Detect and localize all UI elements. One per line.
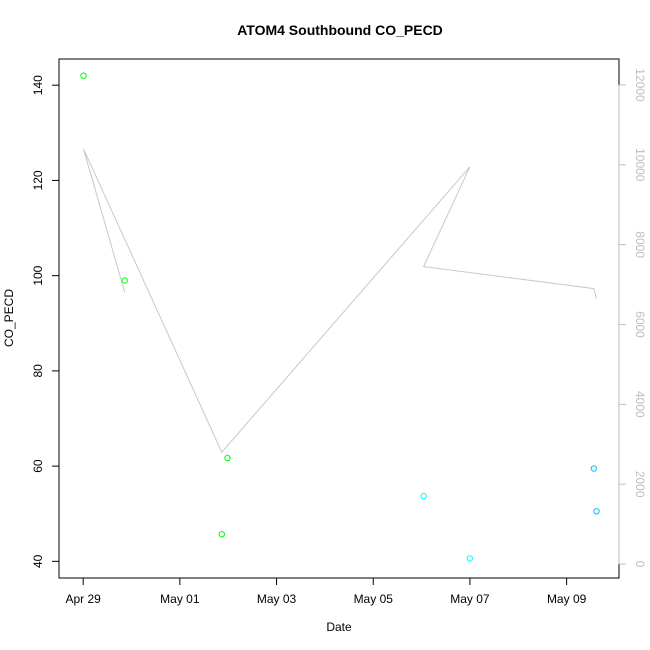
data-point-s0-1 xyxy=(121,277,129,284)
y2-tick-label: 10000 xyxy=(633,148,647,182)
y2-tick-label: 6000 xyxy=(633,311,647,338)
x-tick-label: Apr 29 xyxy=(65,592,101,606)
x-tick-label: May 09 xyxy=(547,592,587,606)
points-layer xyxy=(80,72,600,562)
data-point-s1-0 xyxy=(420,492,427,500)
y-tick-label: 80 xyxy=(31,364,45,378)
x-tick-label: May 03 xyxy=(257,592,297,606)
x-axis: Apr 29 May 01 May 03 May 05 May 07 May 09 xyxy=(65,577,587,606)
plot-frame xyxy=(58,58,620,579)
y2-tick-label: 4000 xyxy=(633,391,647,418)
data-point-s0-0 xyxy=(80,72,87,79)
y-tick-label: 40 xyxy=(31,554,45,568)
data-point-s0-2 xyxy=(218,531,226,538)
y-axis: 40 60 80 100 120 140 xyxy=(31,75,60,568)
x-axis-label: Date xyxy=(326,620,352,634)
x-tick-label: May 05 xyxy=(354,592,394,606)
data-point-s2-0 xyxy=(590,465,597,472)
y2-tick-label: 8000 xyxy=(633,231,647,258)
right-axis-series-line xyxy=(83,148,597,454)
data-point-s2-1 xyxy=(593,508,600,515)
y-tick-label: 60 xyxy=(31,459,45,473)
y-tick-label: 120 xyxy=(31,170,45,190)
x-tick-label: May 01 xyxy=(160,592,200,606)
x-tick-label: May 07 xyxy=(450,592,490,606)
y2-axis: 0 2000 4000 6000 8000 10000 12000 xyxy=(618,68,647,568)
data-point-s0-3 xyxy=(224,454,231,462)
y2-tick-label: 0 xyxy=(633,561,647,568)
y-axis-label: CO_PECD xyxy=(2,289,16,347)
data-point-s1-1 xyxy=(466,555,474,562)
y2-tick-label: 12000 xyxy=(633,68,647,102)
right-axis-line-layer xyxy=(83,148,597,454)
y2-tick-label: 2000 xyxy=(633,471,647,498)
y-tick-label: 100 xyxy=(31,265,45,285)
y-tick-label: 140 xyxy=(31,75,45,95)
chart-title: ATOM4 Southbound CO_PECD xyxy=(237,22,443,38)
